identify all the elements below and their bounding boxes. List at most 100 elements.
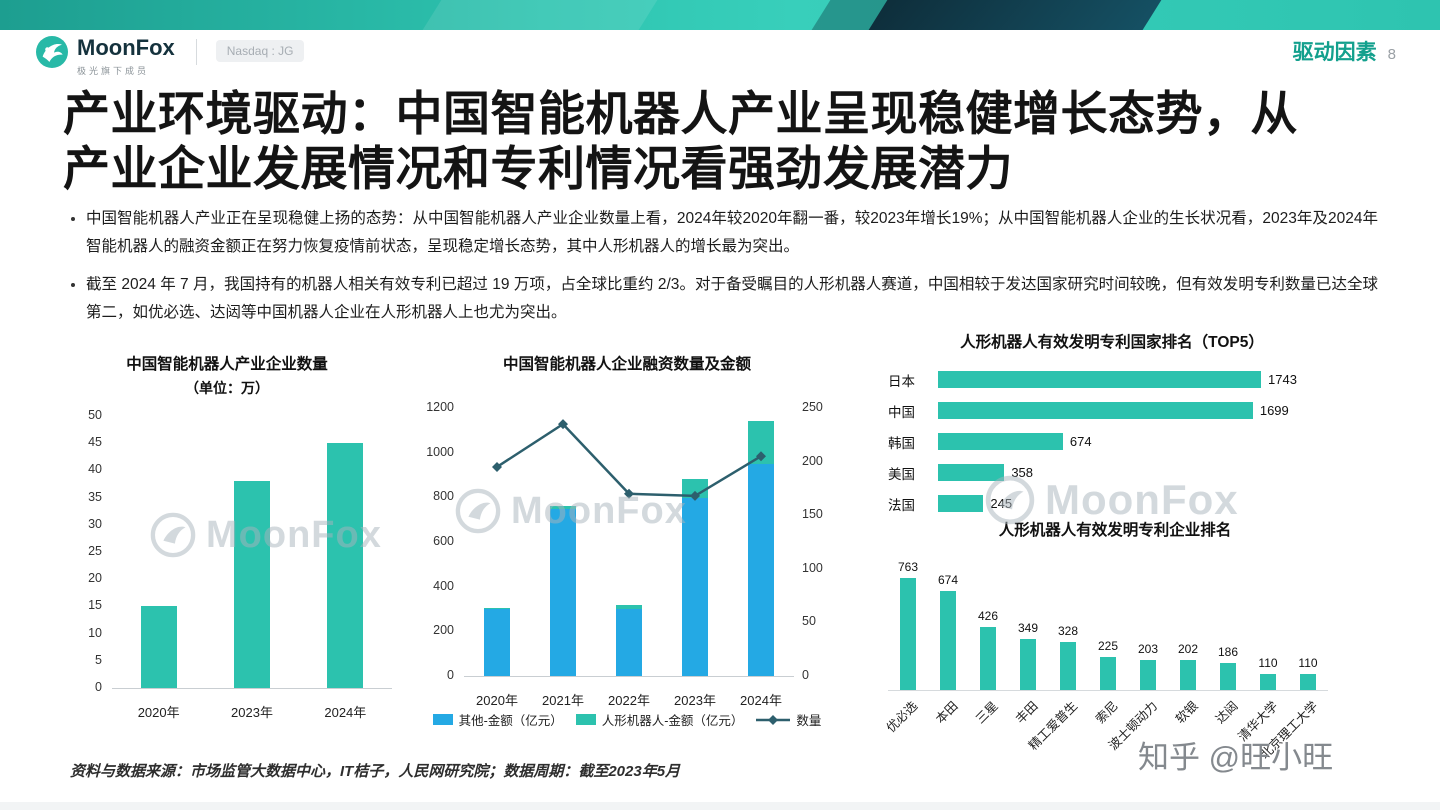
y-tick-label-left: 1200 <box>426 400 454 414</box>
legend-label: 人形机器人-金额（亿元） <box>601 714 744 728</box>
page-number: 8 <box>1387 46 1396 63</box>
y-tick-label: 50 <box>88 408 102 422</box>
chart-funding: 中国智能机器人企业融资数量及金额 0 200 400 600 800 1000 1200 0 5… <box>412 352 842 752</box>
chart-title: 人形机器人有效发明专利国家排名（TOP5） <box>960 334 1264 351</box>
bar-value-label: 358 <box>1011 465 1034 480</box>
bullet-list: 中国智能机器人产业正在呈现稳健上扬的态势：从中国智能机器人产业企业数量上看，20… <box>66 205 1378 337</box>
page-title: 产业环境驱动：中国智能机器人产业呈现稳健增长态势，从产业企业发展情况和专利情况看… <box>63 87 1298 196</box>
country-label: 日本 <box>888 373 915 389</box>
chart-subtitle: （单位：万） <box>185 380 269 396</box>
country-row: 中国 1699 <box>888 395 1342 426</box>
topbar-light-shape <box>418 0 662 30</box>
bar-value-label: 349 <box>1017 620 1039 635</box>
bar <box>938 371 1261 388</box>
moonfox-logo-icon <box>36 36 68 68</box>
stacked-bar-other <box>550 508 576 676</box>
y-tick-label-right: 200 <box>802 453 823 468</box>
stacked-bar-humanoid <box>682 479 708 499</box>
y-tick-label-right: 0 <box>802 668 809 682</box>
y-tick-label-right: 50 <box>802 614 816 629</box>
stacked-bar-other <box>682 498 708 676</box>
header-right: 驱动因素 8 <box>1293 36 1396 66</box>
bar <box>1180 660 1196 690</box>
x-tick-label: 2020年 <box>476 693 518 708</box>
y-tick-label: 45 <box>88 435 102 450</box>
bar-value-label: 110 <box>1298 655 1318 670</box>
count-line <box>492 419 766 501</box>
bar <box>938 464 1005 481</box>
y-tick-label: 20 <box>88 571 102 586</box>
bar-value-label: 202 <box>1177 642 1199 657</box>
x-tick-label: 2023年 <box>674 693 716 708</box>
y-tick-label-left: 800 <box>433 489 454 504</box>
bar <box>980 627 996 690</box>
bar-value-label: 674 <box>937 573 959 588</box>
chart-company-count: 中国智能机器人产业企业数量 （单位：万） 0 5 10 15 20 25 30 35 40 45 5… <box>62 352 392 742</box>
y-tick-label: 5 <box>95 652 102 667</box>
zhihu-credit-watermark: 知乎 @旺小旺 <box>1138 740 1334 775</box>
y-tick-label-left: 1000 <box>426 444 454 459</box>
chart-title: 人形机器人有效发明专利企业排名 <box>998 522 1232 539</box>
bar-value-label: 426 <box>977 609 999 624</box>
bar <box>1100 656 1116 690</box>
y-tick-label: 15 <box>88 598 102 613</box>
legend-item: 数量 <box>756 710 821 729</box>
bar <box>1300 673 1316 690</box>
bar-value-label: 674 <box>1069 434 1092 449</box>
header: MoonFox 极光旗下成员 Nasdaq : JG 驱动因素 8 <box>36 35 1396 77</box>
x-tick-label: 2023年 <box>231 705 273 720</box>
x-tick-label: 2024年 <box>740 693 782 708</box>
x-tick-label: 2021年 <box>542 693 584 708</box>
country-row: 日本 1743 <box>888 364 1342 395</box>
topbar-dark-shape <box>865 0 1166 30</box>
bar <box>938 495 984 512</box>
chart-company-patents: 人形机器人有效发明专利企业排名 763 674 426 349 328 225 203 202… <box>880 518 1350 768</box>
x-tick-label: 2024年 <box>324 705 367 720</box>
x-tick-label: 索尼 <box>1093 698 1121 727</box>
y-tick-label-left: 400 <box>433 578 454 593</box>
bar-value-label: 1699 <box>1259 403 1289 418</box>
stacked-bar-other <box>484 609 510 676</box>
bar-value-label: 763 <box>897 560 919 574</box>
legend-swatch <box>575 714 596 725</box>
bar-value-label: 110 <box>1258 655 1278 670</box>
chart-plot-area: 0 200 400 600 800 1000 1200 0 50 100 150 200 250 2020… <box>426 400 823 708</box>
legend-label: 数量 <box>796 714 822 728</box>
bar <box>940 591 956 690</box>
chart-title: 中国智能机器人企业融资数量及金额 <box>502 356 751 373</box>
x-tick-label: 达闼 <box>1213 698 1241 727</box>
bar-value-label: 1743 <box>1268 372 1297 387</box>
legend-line-swatch <box>756 714 791 725</box>
bar-value-label: 245 <box>990 496 1013 511</box>
country-label: 美国 <box>888 466 915 482</box>
brand-name: MoonFox <box>77 35 175 60</box>
bar <box>1020 638 1036 690</box>
y-tick-label-left: 600 <box>433 534 454 548</box>
section-label: 驱动因素 <box>1292 41 1377 64</box>
country-row: 美国 358 <box>888 457 1342 488</box>
stacked-bar-humanoid <box>550 506 576 509</box>
bar-value-label: 203 <box>1137 642 1159 657</box>
country-label: 中国 <box>888 404 915 420</box>
country-label: 法国 <box>888 497 915 513</box>
x-tick-label: 2022年 <box>608 693 650 708</box>
legend-item: 其他-金额（亿元） <box>432 710 563 729</box>
chart-plot-area: 日本 1743 中国 1699 韩国 674 美国 358 法国 245 <box>888 364 1342 519</box>
stacked-bar-other <box>748 463 774 676</box>
y-tick-label-left: 200 <box>433 623 454 638</box>
y-tick-label: 0 <box>95 680 102 694</box>
brand-text-column: MoonFox 极光旗下成员 <box>77 35 175 77</box>
chart-plot-area: 763 674 426 349 328 225 203 202 186 110 110 <box>888 560 1328 691</box>
x-tick-label: 优必选 <box>884 698 921 736</box>
bar <box>1060 641 1076 690</box>
stacked-bar-humanoid <box>616 604 642 609</box>
bar-value-label: 225 <box>1097 638 1119 653</box>
brand-block: MoonFox 极光旗下成员 Nasdaq : JG <box>36 35 305 77</box>
bar <box>234 481 270 688</box>
bar <box>1140 660 1156 690</box>
bar <box>938 433 1063 450</box>
chart-title: 中国智能机器人产业企业数量 <box>126 356 328 373</box>
y-tick-label: 35 <box>88 489 102 504</box>
bullet-item: 截至 2024 年 7 月，我国持有的机器人相关有效专利已超过 19 万项，占全… <box>86 271 1378 326</box>
